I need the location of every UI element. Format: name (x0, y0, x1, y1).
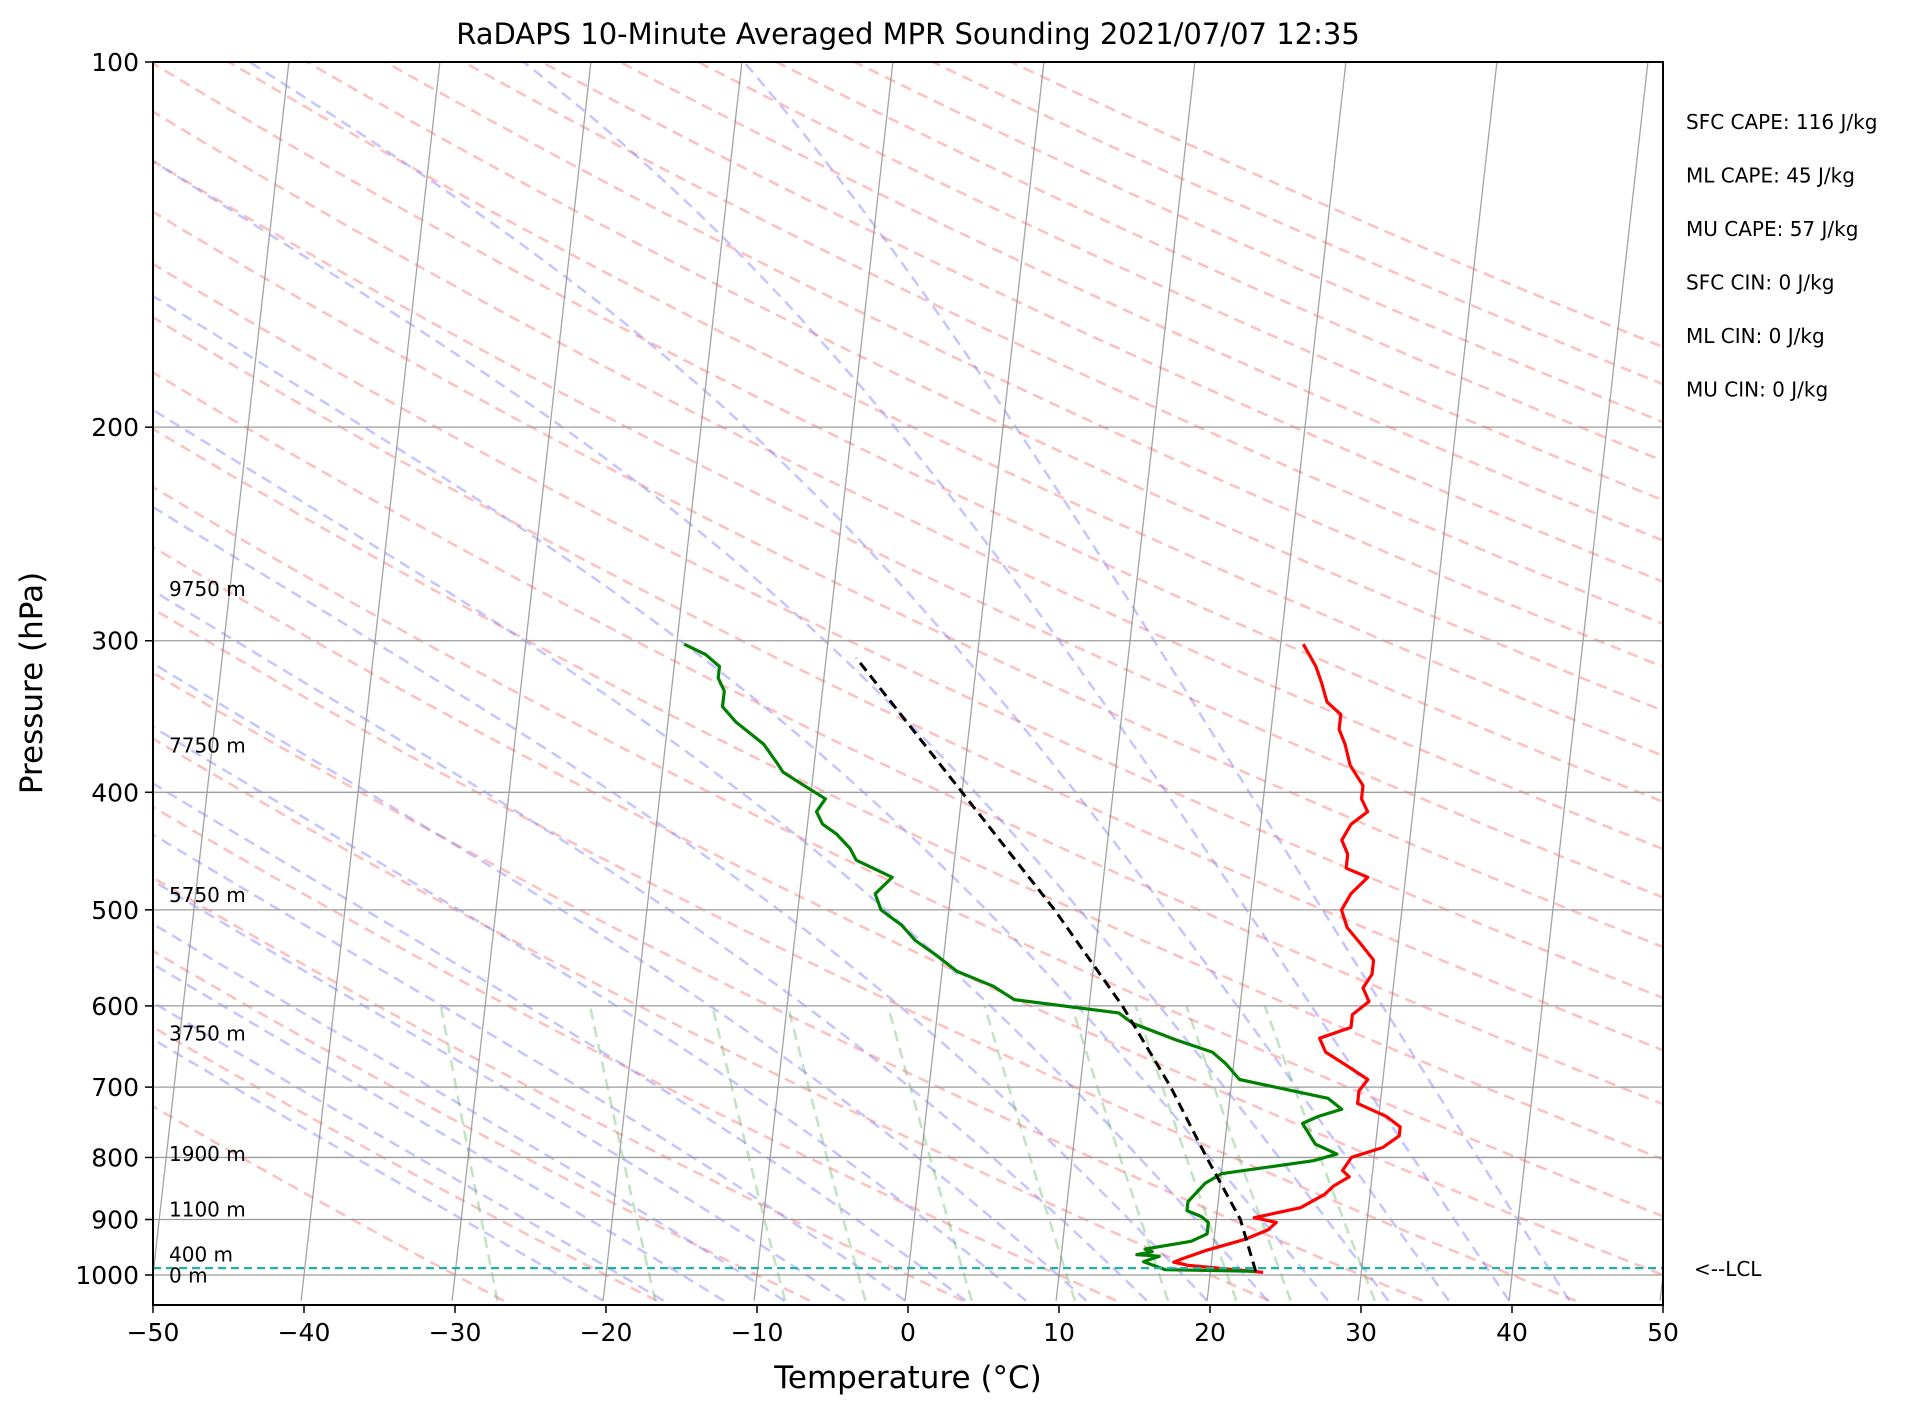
index-label: ML CAPE: 45 J/kg (1686, 164, 1855, 188)
dry-adiabat (153, 949, 811, 1302)
moist-adiabat (153, 782, 967, 1302)
height-labels: 9750 m 7750 m 5750 m 3750 m 1900 m 1100 m 400 … (169, 577, 246, 1287)
dry-adiabat (462, 62, 1663, 626)
dry-adiabat (153, 262, 1663, 1000)
stability-indices: SFC CAPE: 116 J/kg ML CAPE: 45 J/kg MU CAP… (1686, 110, 1877, 402)
x-tick-label: 40 (1496, 1318, 1528, 1347)
mixing-ratio-line (1185, 1005, 1292, 1302)
dry-adiabat (854, 62, 1663, 424)
height-label: 400 m (169, 1243, 233, 1267)
y-tick-label: 200 (91, 413, 139, 442)
mixing-ratio-line (588, 1005, 657, 1301)
dewpoint-line (683, 642, 1344, 1273)
y-tick-label: 500 (91, 896, 139, 925)
dry-adiabat (697, 62, 1663, 502)
moist-adiabat (153, 505, 1209, 1302)
isotherm (753, 62, 894, 1301)
chart-title: RaDAPS 10-Minute Averaged MPR Sounding 2… (456, 17, 1360, 51)
y-tick-label: 600 (91, 992, 139, 1021)
moist-adiabat (153, 589, 1148, 1302)
moist-adiabat (153, 661, 1088, 1302)
x-tick-label: −50 (127, 1318, 180, 1347)
mixing-ratio-line (711, 1005, 787, 1302)
y-tick-label: 400 (91, 778, 139, 807)
isotherm (904, 62, 1045, 1301)
y-axis-ticks: 100 200 300 400 500 600 700 800 900 1000 (75, 48, 153, 1290)
dry-adiabat (153, 607, 1576, 1302)
dry-adiabat (541, 62, 1663, 584)
y-tick-label: 900 (91, 1205, 139, 1234)
mixing-ratio-line (886, 1005, 973, 1302)
y-tick-label: 1000 (75, 1261, 139, 1290)
dry-adiabat (1010, 62, 1663, 349)
x-axis-ticks: −50 −40 −30 −20 −10 0 10 20 30 40 50 (127, 1305, 1679, 1347)
dry-adiabat (153, 1025, 658, 1302)
parcel-path-line (855, 657, 1258, 1272)
y-tick-label: 100 (91, 48, 139, 77)
isotherm (1206, 62, 1347, 1301)
lcl-label: <--LCL (1694, 1257, 1762, 1281)
isotherm (451, 62, 592, 1301)
isotherm (1357, 62, 1498, 1301)
index-label: MU CAPE: 57 J/kg (1686, 217, 1858, 241)
height-label: 9750 m (169, 577, 246, 601)
mixing-ratio-line (786, 1005, 867, 1302)
x-tick-label: −10 (731, 1318, 784, 1347)
lcl-marker: <--LCL (153, 1257, 1762, 1281)
dry-adiabat (153, 210, 1663, 949)
dry-adiabat (306, 62, 1663, 713)
temperature-line (1172, 643, 1402, 1274)
isotherm (1055, 62, 1196, 1301)
mixing-ratio-line (983, 1005, 1077, 1302)
y-tick-label: 800 (91, 1143, 139, 1172)
height-label: 1100 m (169, 1197, 246, 1221)
height-label: 0 m (169, 1264, 208, 1288)
dry-adiabat (153, 545, 1663, 1277)
x-tick-label: −20 (580, 1318, 633, 1347)
sounding-profiles (683, 642, 1402, 1274)
mixing-ratio-line (1070, 1005, 1170, 1302)
grid (153, 62, 1663, 1301)
isotherm (300, 62, 441, 1301)
y-tick-label: 700 (91, 1073, 139, 1102)
moist-adiabat (522, 62, 1511, 1302)
y-tick-label: 300 (91, 627, 139, 656)
height-label: 7750 m (169, 734, 246, 758)
dry-adiabat (153, 485, 1663, 1218)
moist-adiabat (153, 962, 725, 1302)
moist-adiabat (153, 725, 1027, 1302)
dry-adiabat (153, 110, 1663, 851)
index-label: MU CIN: 0 J/kg (1686, 378, 1828, 402)
x-tick-label: 50 (1647, 1318, 1679, 1347)
moist-adiabat (742, 62, 1571, 1302)
x-tick-label: 20 (1194, 1318, 1226, 1347)
height-label: 1900 m (169, 1142, 246, 1166)
x-tick-label: 30 (1345, 1318, 1377, 1347)
dry-adiabat (153, 671, 1423, 1302)
x-tick-label: −40 (278, 1318, 331, 1347)
index-label: SFC CIN: 0 J/kg (1686, 271, 1834, 295)
index-label: SFC CAPE: 116 J/kg (1686, 110, 1877, 134)
moist-adiabat (153, 922, 785, 1302)
x-tick-label: 10 (1043, 1318, 1075, 1347)
dry-adiabat (153, 62, 1663, 804)
isotherm (1508, 62, 1649, 1301)
y-axis-label: Pressure (hPa) (14, 572, 50, 794)
height-label: 3750 m (169, 1021, 246, 1045)
mixing-ratio-line (1263, 1005, 1376, 1302)
x-axis-label: Temperature (°C) (773, 1360, 1042, 1396)
x-tick-label: 0 (900, 1318, 916, 1347)
isotherm (602, 62, 743, 1301)
x-tick-label: −30 (429, 1318, 482, 1347)
height-label: 5750 m (169, 883, 246, 907)
isotherm (153, 62, 290, 1281)
index-label: ML CIN: 0 J/kg (1686, 324, 1825, 348)
